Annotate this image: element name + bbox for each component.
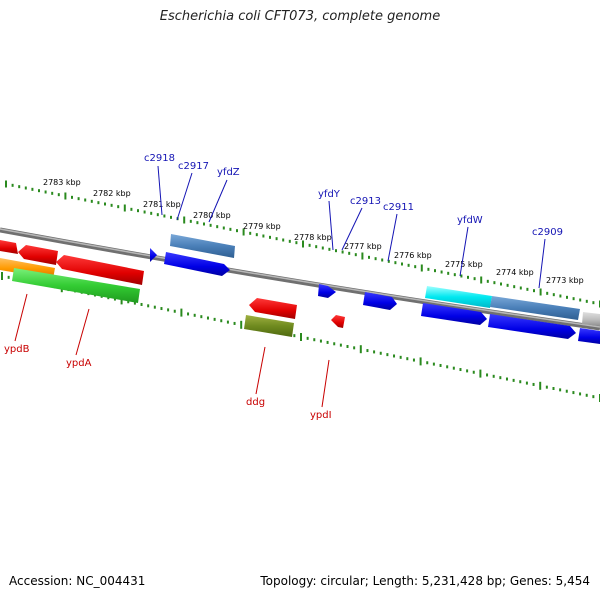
gene-arrow-ypdB-left[interactable]	[0, 240, 18, 254]
outer-tick-rail	[5, 180, 600, 308]
leader-line-ypdI	[321, 359, 330, 408]
gene-label-c2911[interactable]: c2911	[383, 202, 414, 213]
kbp-label: 2782 kbp	[93, 189, 131, 198]
leader-line-yfdZ	[208, 179, 228, 223]
kbp-label: 2775 kbp	[445, 260, 483, 269]
leader-line-yfdY	[328, 200, 334, 251]
gene-arrow-olive[interactable]	[244, 315, 294, 337]
leader-line-c2913	[341, 207, 363, 251]
kbp-label: 2777 kbp	[344, 242, 382, 251]
genome-backbone-highlight	[0, 228, 600, 328]
genome-title: Escherichia coli CFT073, complete genome	[159, 9, 441, 24]
kbp-label: 2773 kbp	[546, 276, 584, 285]
leader-line-ypdB	[14, 293, 28, 342]
leader-line-c2917	[176, 172, 193, 221]
gene-label-ypdI[interactable]: ypdI	[310, 410, 332, 421]
gene-arrow-yfdY[interactable]	[318, 284, 336, 298]
gene-label-c2909[interactable]: c2909	[532, 227, 563, 238]
gene-arrow-c2918[interactable]	[150, 248, 157, 262]
reverse-gene-labels: ypdB ypdA ddg ypdI	[4, 293, 332, 421]
kbp-label: 2779 kbp	[243, 222, 281, 231]
genome-backbone	[0, 227, 600, 331]
gene-label-c2918[interactable]: c2918	[144, 153, 175, 164]
gene-arrow-c2917[interactable]	[170, 234, 235, 258]
gene-arrow-c2913[interactable]	[363, 292, 397, 310]
reverse-genes	[0, 240, 345, 337]
kbp-label: 2778 kbp	[294, 233, 332, 242]
leader-line-c2909	[538, 238, 546, 289]
kbp-label: 2774 kbp	[496, 268, 534, 277]
gene-arrow-c2909[interactable]	[488, 314, 576, 339]
gene-arrow-ddg[interactable]	[249, 298, 297, 319]
forward-genes	[150, 234, 600, 344]
leader-line-c2911	[387, 213, 398, 262]
gene-arrow-edge-gray[interactable]	[582, 312, 600, 326]
gene-arrow-ypdB[interactable]	[18, 245, 58, 265]
kbp-label: 2776 kbp	[394, 251, 432, 260]
gene-label-yfdY[interactable]: yfdY	[318, 189, 341, 200]
gene-label-ypdB[interactable]: ypdB	[4, 344, 30, 355]
gene-arrow-edge-blue[interactable]	[578, 328, 600, 344]
topology-label: Topology: circular; Length: 5,231,428 bp…	[260, 574, 590, 588]
leader-line-ypdA	[75, 308, 90, 356]
gene-label-c2917[interactable]: c2917	[178, 161, 209, 172]
leader-line-yfdW	[459, 226, 469, 277]
gene-arrow-ypdA[interactable]	[56, 255, 144, 285]
leader-line-c2918	[157, 165, 163, 216]
gene-arrow-yfdW-upper[interactable]	[490, 296, 580, 320]
gene-label-ddg[interactable]: ddg	[246, 397, 265, 408]
gene-arrow-yfdZ[interactable]	[164, 252, 230, 276]
gene-label-yfdW[interactable]: yfdW	[457, 215, 483, 226]
leader-line-ddg	[255, 346, 266, 395]
gene-arrow-green[interactable]	[12, 268, 140, 303]
gene-arrow-ypdI[interactable]	[331, 315, 345, 328]
kbp-label: 2781 kbp	[143, 200, 181, 209]
gene-arrow-c2911[interactable]	[425, 286, 492, 308]
gene-label-c2913[interactable]: c2913	[350, 196, 381, 207]
gene-label-ypdA[interactable]: ypdA	[66, 358, 92, 369]
kbp-label: 2783 kbp	[43, 178, 81, 187]
accession-label: Accession: NC_004431	[9, 574, 146, 588]
gene-arrow-yfdW[interactable]	[421, 303, 487, 325]
gene-label-yfdZ[interactable]: yfdZ	[217, 167, 240, 178]
